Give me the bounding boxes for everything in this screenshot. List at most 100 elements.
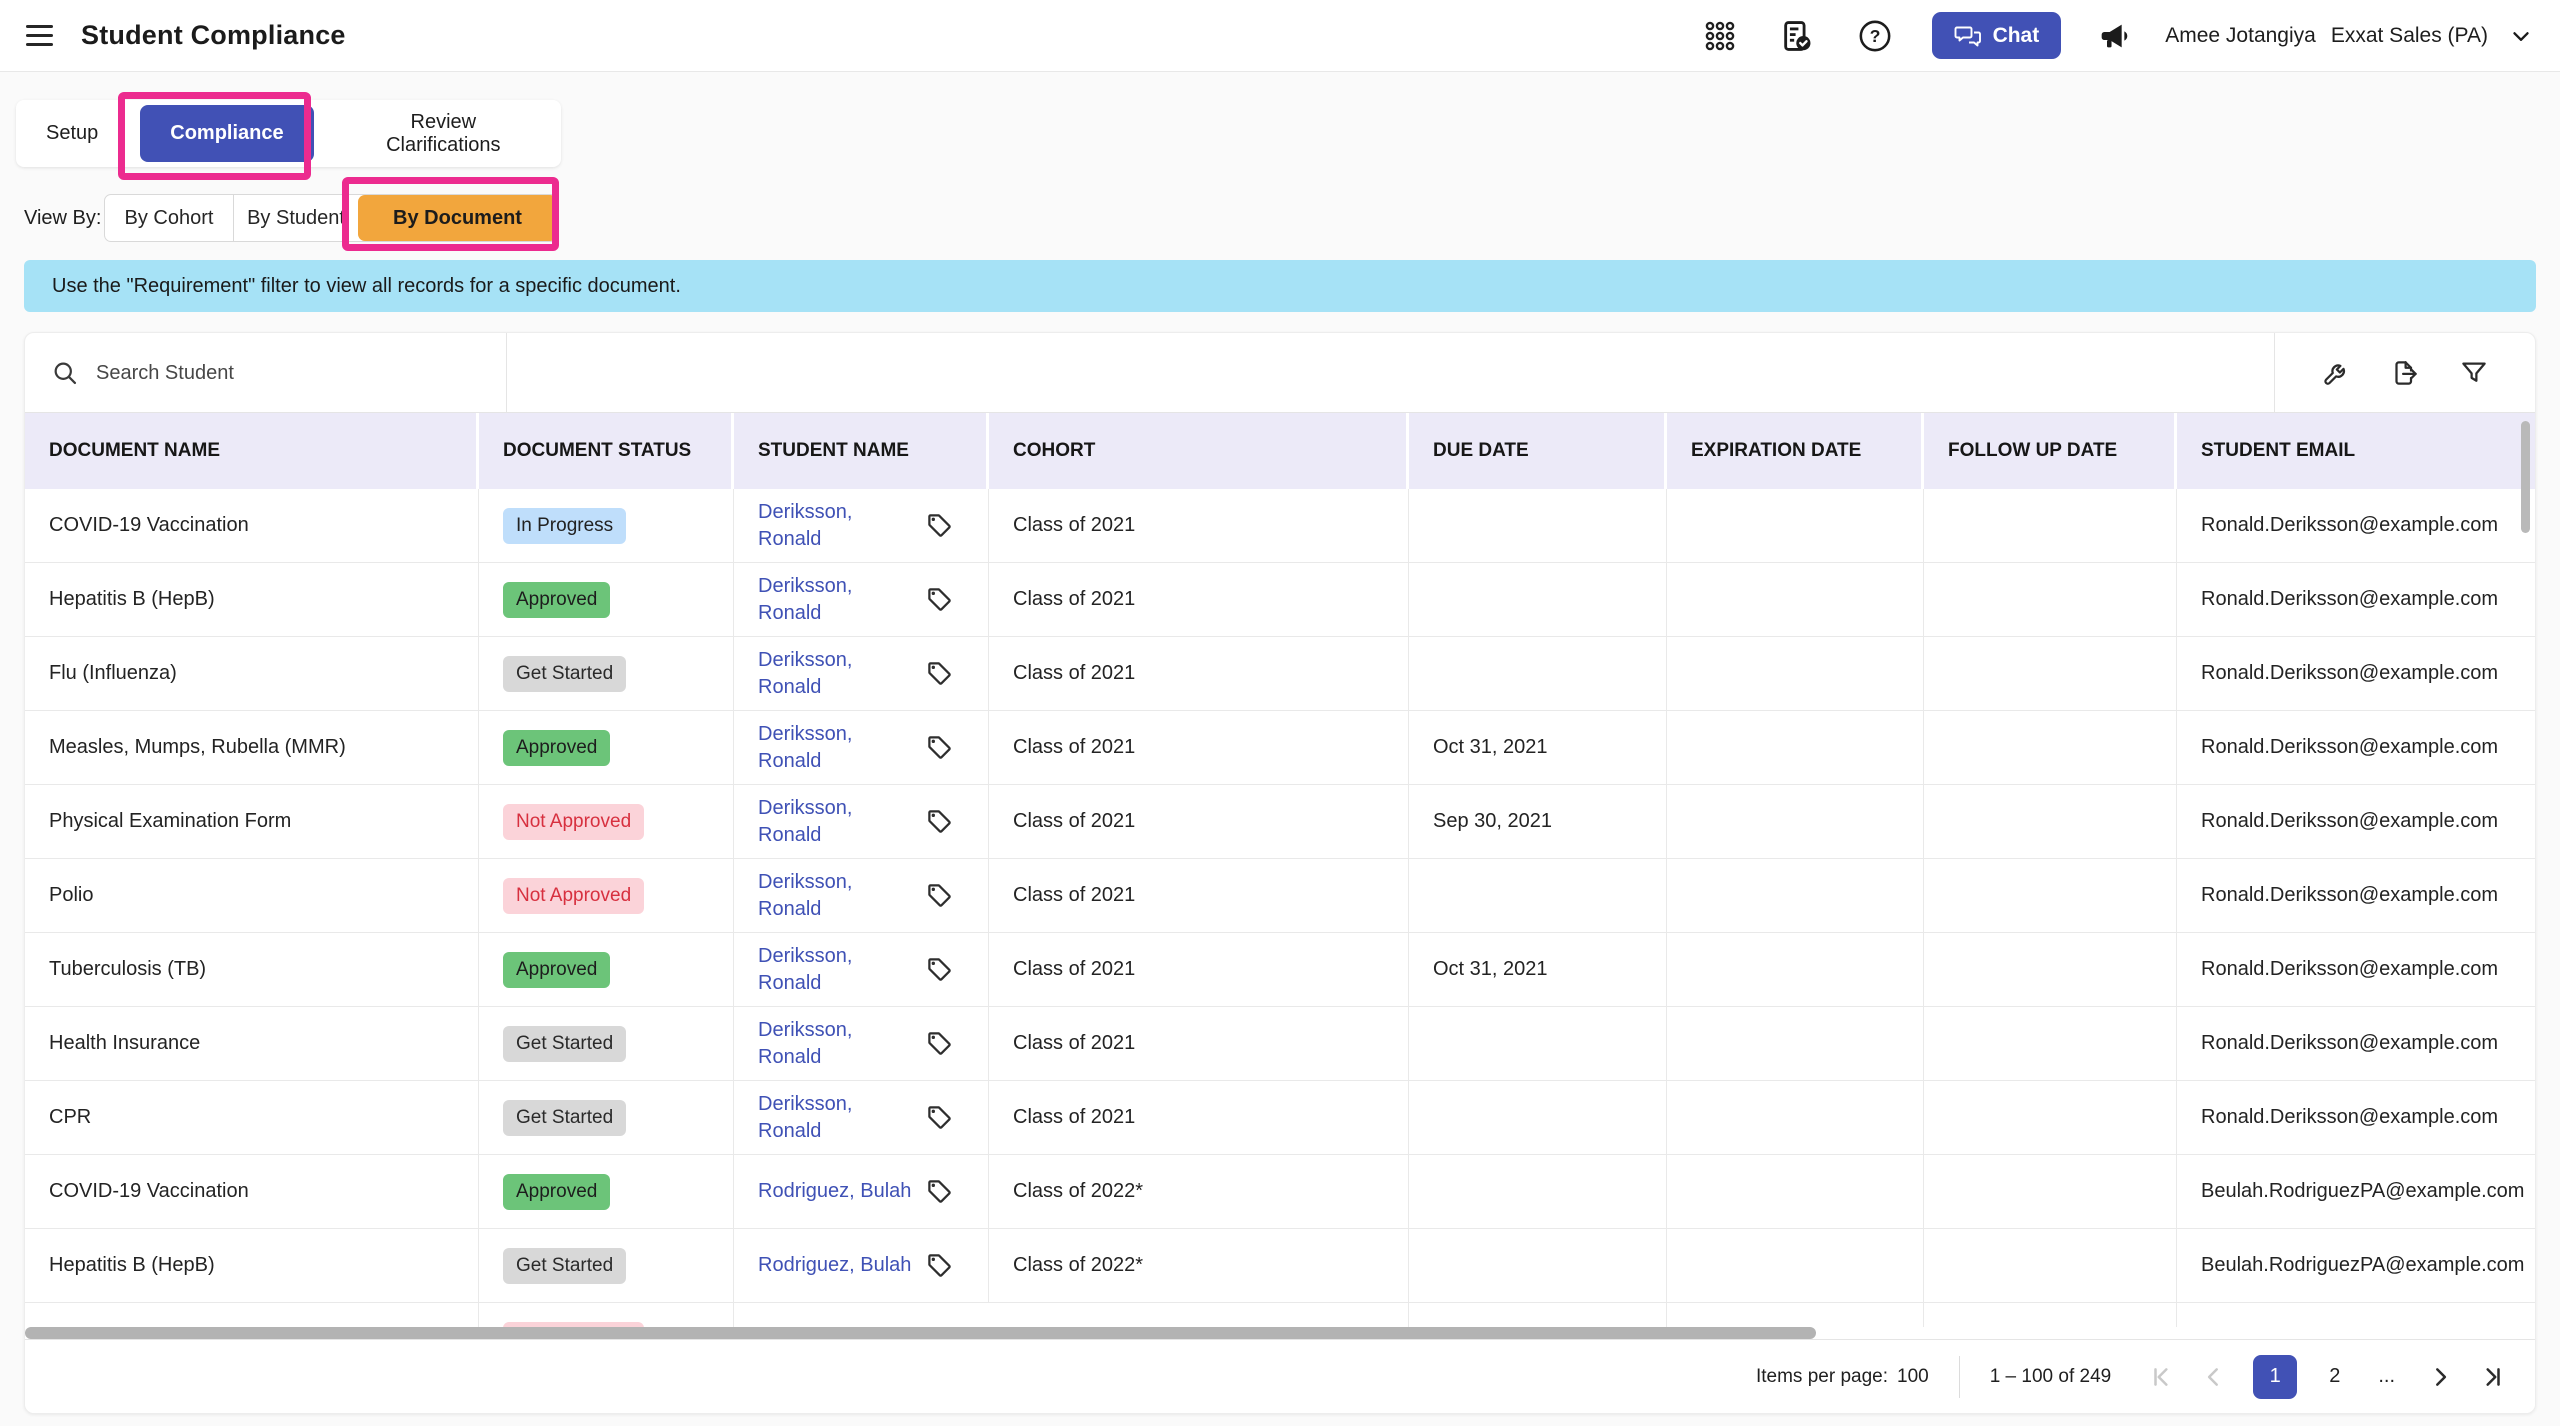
column-header-student-name[interactable]: STUDENT NAME <box>734 413 989 489</box>
follow-up-date-cell <box>1924 1007 2177 1080</box>
tag-icon[interactable] <box>926 734 953 761</box>
column-header-document-name[interactable]: DOCUMENT NAME <box>25 413 479 489</box>
filter-icon[interactable] <box>2459 358 2489 388</box>
expiration-date-cell <box>1667 1155 1924 1228</box>
follow-up-date-cell <box>1924 1303 2177 1327</box>
student-name-link[interactable]: Deriksson, Ronald <box>758 1018 853 1068</box>
view-by-student[interactable]: By Student <box>234 195 358 241</box>
expiration-date-cell <box>1667 1081 1924 1154</box>
document-name-cell: Measles, Mumps, Rubella (MMR) <box>25 711 479 784</box>
status-badge: Get Started <box>503 1099 627 1136</box>
wrench-settings-icon[interactable] <box>2322 358 2352 388</box>
student-name-cell: Deriksson, Ronald <box>734 489 989 562</box>
status-badge: Not Approved <box>503 1321 645 1327</box>
tag-icon[interactable] <box>926 660 953 687</box>
document-name-cell: COVID-19 Vaccination <box>25 1155 479 1228</box>
tag-icon[interactable] <box>926 808 953 835</box>
student-name-link[interactable]: Deriksson, Ronald <box>758 1092 853 1142</box>
document-name-cell <box>25 1303 479 1327</box>
table-row: COVID-19 Vaccination Approved Rodriguez,… <box>25 1155 2535 1229</box>
student-name-link[interactable]: Deriksson, Ronald <box>758 796 853 846</box>
due-date-cell <box>1409 489 1667 562</box>
view-by-cohort[interactable]: By Cohort <box>105 195 234 241</box>
status-badge: Get Started <box>503 655 627 692</box>
column-header-expiration-date[interactable]: EXPIRATION DATE <box>1667 413 1924 489</box>
status-badge: Approved <box>503 729 611 766</box>
megaphone-icon[interactable] <box>2099 20 2131 52</box>
view-by-segmented-control: By Cohort By Student By Document <box>104 194 558 242</box>
items-per-page-value[interactable]: 100 <box>1897 1365 1929 1387</box>
app-bar: Student Compliance ? <box>0 0 2560 72</box>
student-email-cell: Ronald.Deriksson@example.com <box>2201 1106 2499 1128</box>
compliance-table-card: DOCUMENT NAME DOCUMENT STATUS STUDENT NA… <box>24 332 2536 1414</box>
tab-review-clarifications[interactable]: Review Clarifications <box>356 111 531 157</box>
tag-icon[interactable] <box>926 1178 953 1205</box>
table-row: Health Insurance Get Started Deriksson, … <box>25 1007 2535 1081</box>
column-header-student-email[interactable]: STUDENT EMAIL <box>2201 440 2356 461</box>
due-date-cell <box>1409 1229 1667 1302</box>
student-name-link[interactable]: Deriksson, Ronald <box>758 574 853 624</box>
page-1-button[interactable]: 1 <box>2253 1354 2298 1399</box>
tag-icon[interactable] <box>926 1252 953 1279</box>
vertical-scrollbar[interactable] <box>2521 421 2530 533</box>
page-ellipsis[interactable]: ... <box>2372 1365 2401 1388</box>
column-header-due-date[interactable]: DUE DATE <box>1409 413 1667 489</box>
student-name-link[interactable]: Deriksson, Ronald <box>758 500 853 550</box>
student-name-link[interactable]: Deriksson, Ronald <box>758 648 853 698</box>
table-row: Flu (Influenza) Get Started Deriksson, R… <box>25 637 2535 711</box>
tag-icon[interactable] <box>926 512 953 539</box>
horizontal-scrollbar[interactable] <box>25 1327 1816 1339</box>
table-row: Polio Not Approved Deriksson, Ronald Cla… <box>25 859 2535 933</box>
column-header-follow-up-date[interactable]: FOLLOW UP DATE <box>1924 413 2177 489</box>
table-row: Not Approved <box>25 1303 2535 1327</box>
page-2-button[interactable]: 2 <box>2323 1365 2346 1388</box>
next-page-icon[interactable] <box>2427 1364 2453 1390</box>
user-account[interactable]: Amee Jotangiya Exxat Sales (PA) <box>2165 24 2488 48</box>
tag-icon[interactable] <box>926 956 953 983</box>
document-status-cell: Not Approved <box>479 1303 734 1327</box>
student-name-link[interactable]: Rodriguez, Bulah <box>758 1254 912 1276</box>
table-row: Tuberculosis (TB) Approved Deriksson, Ro… <box>25 933 2535 1007</box>
column-header-document-status[interactable]: DOCUMENT STATUS <box>479 413 734 489</box>
follow-up-date-cell <box>1924 1081 2177 1154</box>
student-email-cell: Ronald.Deriksson@example.com <box>2201 514 2499 536</box>
cohort-cell: Class of 2021 <box>989 933 1409 1006</box>
hamburger-menu-icon[interactable] <box>26 25 53 46</box>
status-badge: Approved <box>503 951 611 988</box>
document-status-cell: Get Started <box>479 1007 734 1080</box>
help-icon[interactable]: ? <box>1858 19 1892 53</box>
export-icon[interactable] <box>2390 358 2420 388</box>
previous-page-icon[interactable] <box>2201 1364 2227 1390</box>
student-name-link[interactable]: Rodriguez, Bulah <box>758 1180 912 1202</box>
first-page-icon[interactable] <box>2149 1364 2175 1390</box>
tag-icon[interactable] <box>926 1030 953 1057</box>
expiration-date-cell <box>1667 1229 1924 1302</box>
view-by-document[interactable]: By Document <box>358 195 557 241</box>
follow-up-date-cell <box>1924 933 2177 1006</box>
tag-icon[interactable] <box>926 586 953 613</box>
last-page-icon[interactable] <box>2479 1364 2505 1390</box>
column-header-cohort[interactable]: COHORT <box>989 413 1409 489</box>
status-badge: Approved <box>503 1173 611 1210</box>
student-name-link[interactable]: Deriksson, Ronald <box>758 722 853 772</box>
tag-icon[interactable] <box>926 882 953 909</box>
tag-icon[interactable] <box>926 1104 953 1131</box>
student-name-link[interactable]: Deriksson, Ronald <box>758 944 853 994</box>
expiration-date-cell <box>1667 711 1924 784</box>
follow-up-date-cell <box>1924 489 2177 562</box>
tab-compliance[interactable]: Compliance <box>140 105 314 162</box>
chevron-down-icon[interactable] <box>2508 23 2534 49</box>
chat-button[interactable]: Chat <box>1931 12 2062 59</box>
cohort-cell: Class of 2021 <box>989 489 1409 562</box>
search-input[interactable] <box>96 361 476 385</box>
status-badge: Approved <box>503 581 611 618</box>
student-email-cell: Ronald.Deriksson@example.com <box>2201 810 2499 832</box>
cohort-cell <box>989 1303 1409 1327</box>
tab-setup[interactable]: Setup <box>46 122 99 144</box>
expiration-date-cell <box>1667 859 1924 932</box>
tasks-check-icon[interactable] <box>1780 19 1814 53</box>
student-name-link[interactable]: Deriksson, Ronald <box>758 870 853 920</box>
student-name-cell: Deriksson, Ronald <box>734 563 989 636</box>
search-icon <box>54 362 77 385</box>
apps-grid-icon[interactable] <box>1704 20 1736 52</box>
